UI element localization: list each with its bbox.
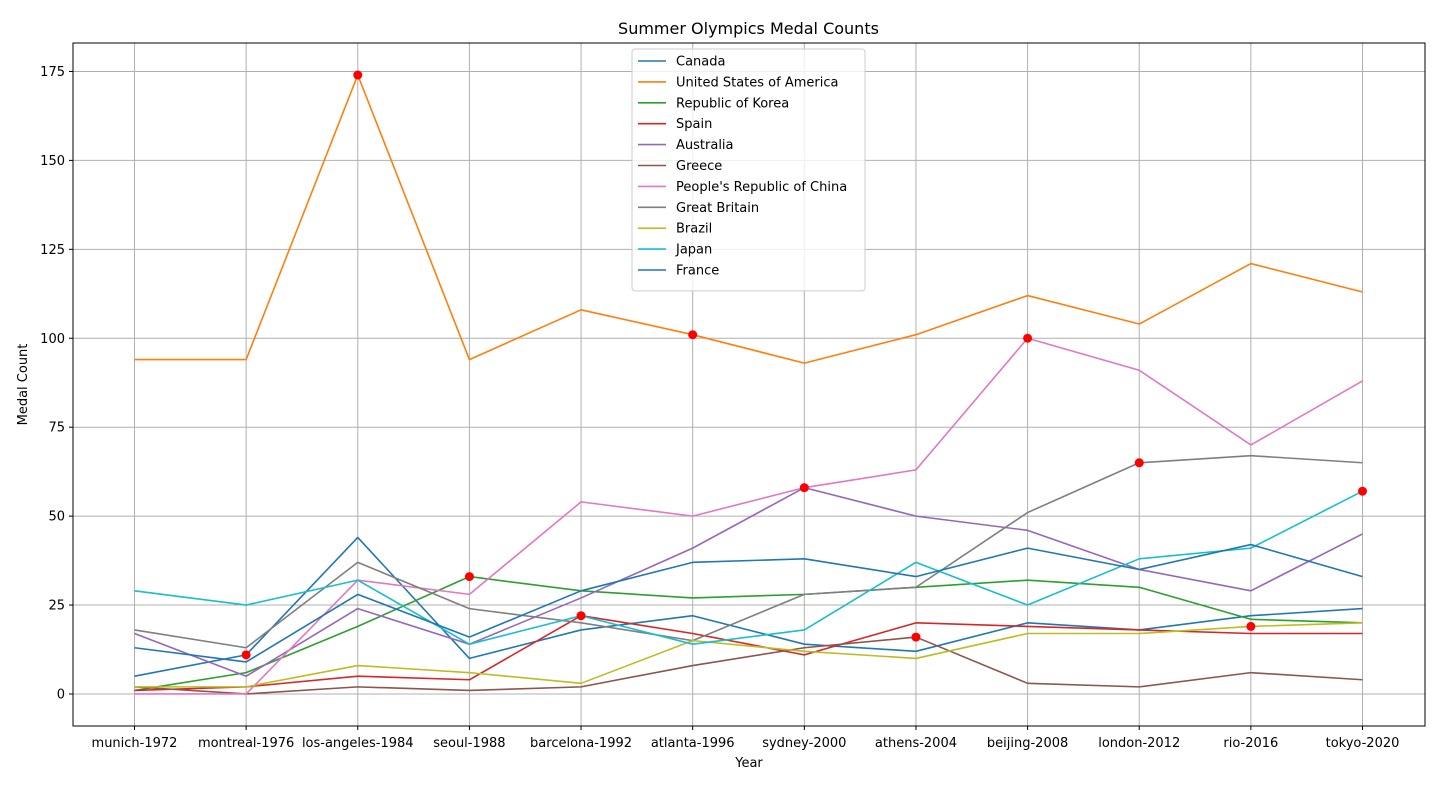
x-tick-label: atlanta-1996 <box>651 736 735 751</box>
legend-entry-label: People's Republic of China <box>676 180 847 195</box>
y-tick-label: 150 <box>40 154 65 169</box>
x-tick-label: barcelona-1992 <box>530 736 632 751</box>
highlight-marker <box>1023 333 1033 343</box>
series-line-people-s-republic-of-china <box>134 337 1363 695</box>
x-tick-label: athens-2004 <box>875 736 957 751</box>
series-line-united-states-of-america <box>134 74 1363 364</box>
x-tick-label: seoul-1988 <box>433 736 505 751</box>
y-axis-ticks: 0 25 50 75 100 125 150 175 <box>40 65 73 702</box>
x-tick-label: munich-1972 <box>92 736 178 751</box>
legend-entry-label: Japan <box>675 243 712 258</box>
y-tick-label: 125 <box>40 243 65 258</box>
legend-entry-label: United States of America <box>676 75 838 90</box>
x-tick-label: london-2012 <box>1098 736 1180 751</box>
x-tick-label: rio-2016 <box>1223 736 1278 751</box>
chart-title: Summer Olympics Medal Counts <box>618 19 879 38</box>
x-tick-label: sydney-2000 <box>762 736 846 751</box>
series-line-japan <box>134 490 1363 645</box>
series-lines <box>134 74 1363 695</box>
series-line-republic-of-korea <box>134 575 1363 692</box>
y-axis-label: Medal Count <box>16 344 31 426</box>
highlight-marker <box>911 632 921 642</box>
y-tick-label: 175 <box>40 65 65 80</box>
y-tick-label: 0 <box>57 687 65 702</box>
highlight-marker <box>799 483 809 493</box>
legend-entry-label: Brazil <box>676 222 712 237</box>
highlight-marker <box>1134 458 1144 468</box>
x-axis-ticks: munich-1972 montreal-1976 los-angeles-1984… <box>92 726 1400 751</box>
legend-entry-label: Republic of Korea <box>676 96 789 111</box>
series-line-spain <box>134 614 1363 692</box>
legend-entry-label: Spain <box>676 117 712 132</box>
legend-entry-label: Greece <box>676 159 722 174</box>
series-line-greece <box>134 636 1363 695</box>
y-tick-label: 75 <box>48 421 65 436</box>
series-line-brazil <box>134 622 1363 688</box>
y-tick-label: 50 <box>48 510 65 525</box>
series-line-australia <box>134 486 1363 678</box>
series-line-france <box>134 543 1363 663</box>
grid-lines <box>73 43 1425 726</box>
legend: Canada United States of America Republic o… <box>631 48 866 292</box>
x-tick-label: montreal-1976 <box>198 736 294 751</box>
legend-entry-label: Canada <box>676 55 725 70</box>
x-tick-label: tokyo-2020 <box>1326 736 1400 751</box>
y-tick-label: 100 <box>40 332 65 347</box>
legend-entry-label: Australia <box>676 138 734 153</box>
series-line-great-britain <box>134 454 1363 649</box>
series-line-canada <box>134 536 1363 677</box>
x-tick-label: los-angeles-1984 <box>302 736 414 751</box>
highlight-marker <box>1358 486 1367 496</box>
plot-area-frame <box>72 42 1426 727</box>
highlight-marker <box>464 572 474 582</box>
highlight-marker <box>241 650 251 660</box>
highlight-marker <box>576 611 586 621</box>
legend-frame <box>631 48 866 292</box>
highlight-marker <box>1246 621 1256 631</box>
highlight-marker <box>688 330 698 340</box>
legend-entry-label: Great Britain <box>676 201 759 216</box>
highlight-marker <box>353 70 363 80</box>
highlight-markers <box>241 70 1367 660</box>
x-tick-label: beijing-2008 <box>987 736 1068 751</box>
legend-entry-label: France <box>676 264 719 279</box>
y-tick-label: 25 <box>48 599 65 614</box>
x-axis-label: Year <box>734 756 763 771</box>
